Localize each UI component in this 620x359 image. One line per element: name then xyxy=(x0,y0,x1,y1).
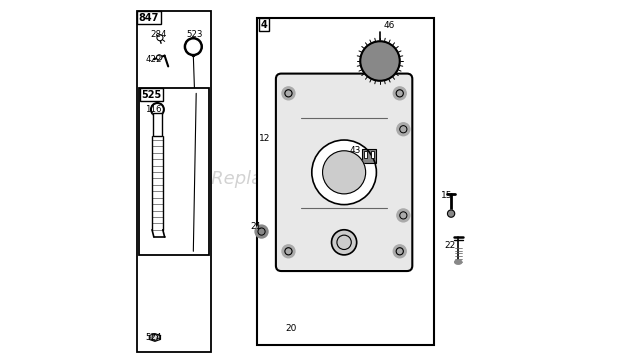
Text: 116: 116 xyxy=(145,105,161,114)
Circle shape xyxy=(322,151,366,194)
Bar xyxy=(257,18,434,345)
Circle shape xyxy=(282,245,295,258)
Text: eReplacementParts.com: eReplacementParts.com xyxy=(200,171,420,188)
Circle shape xyxy=(448,210,454,217)
Circle shape xyxy=(154,106,161,113)
Text: 12: 12 xyxy=(259,134,270,143)
Bar xyxy=(153,113,162,136)
Circle shape xyxy=(255,225,268,238)
Circle shape xyxy=(157,55,162,60)
Circle shape xyxy=(397,123,410,136)
Circle shape xyxy=(282,87,295,100)
Text: 20: 20 xyxy=(285,324,296,333)
Polygon shape xyxy=(149,334,161,341)
Text: 422: 422 xyxy=(146,55,162,64)
Circle shape xyxy=(187,40,200,53)
Circle shape xyxy=(184,38,202,56)
Text: 524: 524 xyxy=(146,333,162,342)
Circle shape xyxy=(158,36,162,39)
Text: 525: 525 xyxy=(141,90,162,100)
Text: 46: 46 xyxy=(384,20,395,30)
Text: 523: 523 xyxy=(186,29,203,39)
Circle shape xyxy=(393,245,406,258)
Text: 284: 284 xyxy=(150,29,167,39)
Circle shape xyxy=(312,140,376,205)
Text: 43: 43 xyxy=(350,146,361,155)
Circle shape xyxy=(332,230,356,255)
Bar xyxy=(137,11,211,352)
Bar xyxy=(364,151,366,158)
Text: 22: 22 xyxy=(445,241,456,251)
Text: 4: 4 xyxy=(260,20,267,30)
Circle shape xyxy=(157,56,161,59)
Ellipse shape xyxy=(454,260,462,264)
Circle shape xyxy=(393,87,406,100)
Bar xyxy=(153,113,162,136)
Bar xyxy=(362,149,376,163)
Bar xyxy=(140,88,209,255)
Circle shape xyxy=(157,35,163,41)
Bar xyxy=(371,151,374,158)
FancyBboxPatch shape xyxy=(276,74,412,271)
Text: 21: 21 xyxy=(250,222,262,231)
Circle shape xyxy=(397,209,410,222)
Circle shape xyxy=(360,41,400,81)
Text: 15: 15 xyxy=(441,191,453,200)
Text: 847: 847 xyxy=(139,13,159,23)
